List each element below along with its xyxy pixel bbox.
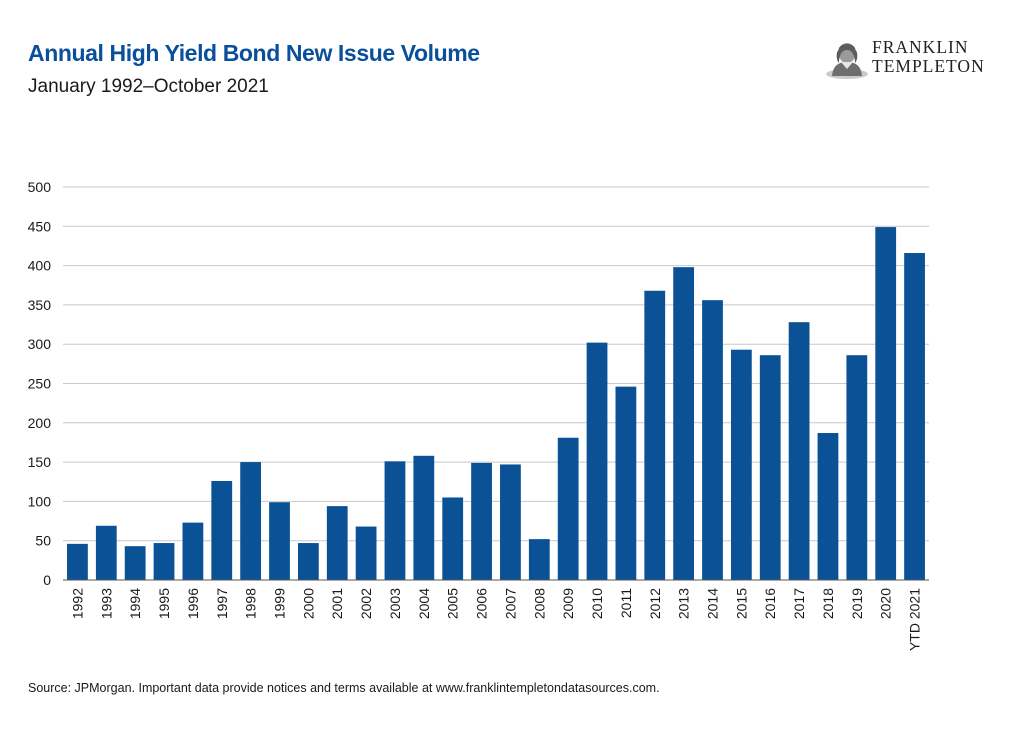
x-tick-label: 2008 bbox=[531, 588, 547, 619]
franklin-templeton-logo: FRANKLIN TEMPLETON bbox=[824, 38, 1004, 80]
bar-2014 bbox=[702, 300, 723, 580]
bar-2000 bbox=[297, 543, 319, 580]
x-tick-label: 1993 bbox=[98, 588, 114, 619]
portrait-icon bbox=[826, 43, 868, 79]
bar-2010 bbox=[586, 342, 608, 580]
bar-2002 bbox=[355, 526, 377, 580]
bar-2011 bbox=[615, 386, 637, 580]
bar-1997 bbox=[211, 480, 233, 580]
y-tick-label: 100 bbox=[28, 493, 52, 509]
bar-2017 bbox=[788, 322, 810, 580]
x-tick-label: 2006 bbox=[474, 588, 490, 619]
bar-2006 bbox=[471, 462, 492, 580]
x-tick-label: 2009 bbox=[560, 588, 576, 619]
x-tick-label: 2005 bbox=[445, 588, 461, 619]
x-tick-label: 2004 bbox=[416, 588, 432, 619]
bar-1998 bbox=[240, 462, 262, 580]
bar-2007 bbox=[500, 464, 521, 580]
logo-wordmark: FRANKLIN TEMPLETON bbox=[872, 38, 985, 76]
x-tick-label: 1997 bbox=[214, 588, 230, 619]
bar-1994 bbox=[124, 546, 146, 580]
x-tick-label: 2016 bbox=[762, 588, 778, 619]
x-tick-label: 2001 bbox=[329, 588, 345, 619]
y-tick-label: 450 bbox=[28, 218, 52, 234]
x-tick-label: 2003 bbox=[387, 588, 403, 619]
bar-2015 bbox=[730, 349, 752, 580]
x-tick-label: 2019 bbox=[849, 588, 865, 619]
x-tick-label: 2012 bbox=[647, 588, 663, 619]
x-tick-label: 2007 bbox=[502, 588, 518, 619]
bar-2018 bbox=[817, 433, 839, 580]
x-tick-label: 1992 bbox=[69, 588, 85, 619]
logo-line-1: FRANKLIN bbox=[872, 37, 969, 57]
chart-subtitle: January 1992–October 2021 bbox=[28, 76, 269, 97]
y-tick-label: 150 bbox=[28, 454, 52, 470]
y-tick-label: 500 bbox=[28, 179, 52, 195]
bar-2004 bbox=[413, 455, 435, 580]
y-tick-label: 250 bbox=[28, 376, 52, 392]
x-tick-label: 2000 bbox=[300, 588, 316, 619]
bar-1999 bbox=[269, 502, 290, 580]
x-tick-label: 1994 bbox=[127, 588, 143, 619]
x-tick-label: 1999 bbox=[272, 588, 288, 619]
source-note: Source: JPMorgan. Important data provide… bbox=[28, 681, 660, 695]
y-tick-label: 200 bbox=[28, 415, 52, 431]
x-tick-label: 1998 bbox=[243, 588, 259, 619]
y-tick-label: 300 bbox=[28, 336, 52, 352]
y-tick-label: 350 bbox=[28, 297, 52, 313]
x-tick-label: 2018 bbox=[820, 588, 836, 619]
gridlines bbox=[63, 186, 929, 542]
y-tick-label: 400 bbox=[28, 258, 52, 274]
chart-title: Annual High Yield Bond New Issue Volume bbox=[28, 40, 480, 66]
x-tick-label: 1995 bbox=[156, 588, 172, 619]
x-axis-tick-labels: 1992 1993 1994 1995 1996 1997 1998 1999 2000 2001… bbox=[69, 588, 922, 651]
bar-2019 bbox=[846, 355, 868, 580]
y-axis-tick-labels: 0 50 100 150 200 250 300 350 400 450 500 bbox=[28, 179, 52, 588]
bar-2005 bbox=[442, 497, 464, 580]
x-tick-label: 2020 bbox=[878, 588, 894, 619]
x-tick-label: 2010 bbox=[589, 588, 605, 619]
x-tick-label: 2015 bbox=[733, 588, 749, 619]
x-tick-label: 1996 bbox=[185, 588, 201, 619]
x-tick-label: 2013 bbox=[676, 588, 692, 619]
x-tick-label: 2011 bbox=[618, 588, 634, 618]
bar-2009 bbox=[557, 437, 579, 580]
bar-1995 bbox=[153, 543, 175, 580]
bar-1992 bbox=[67, 543, 88, 580]
x-tick-label: 2017 bbox=[791, 588, 807, 619]
bar-2003 bbox=[384, 461, 406, 580]
bar-2016 bbox=[759, 355, 781, 580]
bar-2020 bbox=[875, 227, 897, 580]
x-tick-label: 2002 bbox=[358, 588, 374, 619]
y-tick-label: 50 bbox=[35, 533, 51, 549]
bar-2001 bbox=[326, 506, 348, 580]
bars bbox=[67, 227, 925, 580]
bar-1996 bbox=[182, 522, 204, 580]
x-tick-label: YTD 2021 bbox=[907, 588, 923, 651]
logo-line-2: TEMPLETON bbox=[872, 56, 985, 76]
bar-2012 bbox=[644, 290, 666, 580]
bar-1993 bbox=[95, 525, 117, 580]
bar-2013 bbox=[673, 267, 695, 580]
bar-2008 bbox=[528, 539, 550, 580]
bar-ytd-2021 bbox=[904, 253, 925, 580]
y-tick-label: 0 bbox=[43, 572, 51, 588]
x-tick-label: 2014 bbox=[705, 588, 721, 619]
